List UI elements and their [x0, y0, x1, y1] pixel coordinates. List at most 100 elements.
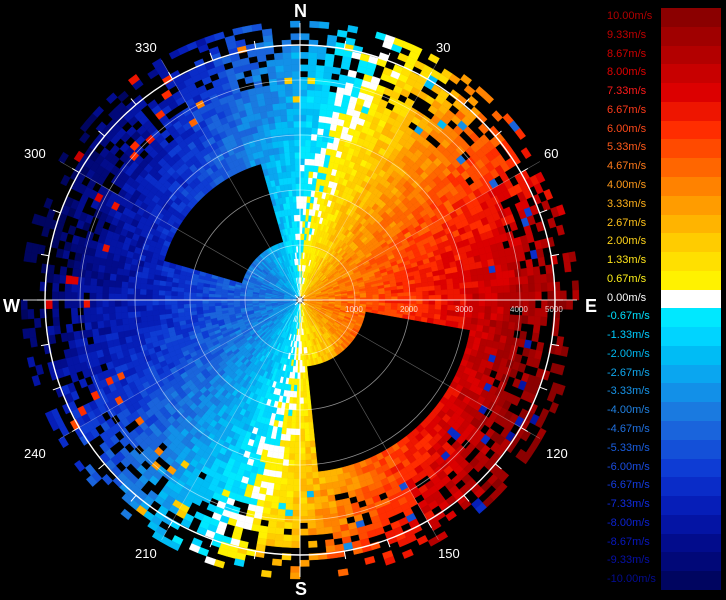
azimuth-tick: [551, 343, 560, 347]
legend-label: -1.33m/s: [607, 329, 650, 342]
range-label: 5000: [545, 305, 563, 314]
bearing-label-30: 30: [436, 40, 451, 55]
legend-label-backdrop: [605, 364, 661, 384]
legend-label: 7.33m/s: [607, 85, 647, 98]
range-label: 3000: [455, 305, 473, 314]
legend-label-backdrop: [605, 496, 661, 515]
azimuth-tick: [463, 495, 470, 502]
azimuth-tick: [40, 343, 49, 347]
legend-row: -4.67m/s: [605, 421, 721, 441]
azimuth-tick: [343, 40, 347, 49]
azimuth-spoke: [299, 299, 541, 439]
legend-label: -3.33m/s: [607, 385, 650, 398]
bearing-label-210: 210: [135, 546, 157, 561]
legend-label: -5.33m/s: [607, 441, 650, 454]
legend-label-backdrop: [605, 421, 661, 440]
legend-label: 0.67m/s: [607, 272, 647, 285]
azimuth-tick: [130, 495, 137, 502]
legend-row: -6.00m/s: [605, 458, 721, 478]
legend-row: -8.67m/s: [605, 533, 721, 553]
legend-label-backdrop: [605, 195, 661, 215]
range-labels: 1000 2000 3000 4000 5000: [345, 305, 563, 314]
legend-label-backdrop: [605, 552, 661, 572]
legend-label-backdrop: [605, 270, 661, 290]
legend-label-backdrop: [605, 139, 661, 159]
legend-row: -1.33m/s: [605, 327, 721, 347]
azimuth-tick: [520, 168, 529, 173]
azimuth-tick: [495, 130, 502, 137]
azimuth-tick: [427, 71, 432, 80]
azimuth-tick: [209, 52, 214, 61]
legend-label-backdrop: [605, 458, 661, 478]
legend-row: 0.67m/s: [605, 270, 721, 291]
legend-label: -9.33m/s: [607, 554, 650, 567]
legend-label-backdrop: [605, 158, 661, 177]
legend-label: 6.67m/s: [607, 103, 647, 116]
compass-west-label: W: [3, 296, 20, 316]
legend-label: -0.67m/s: [607, 310, 650, 323]
azimuth-tick: [495, 463, 502, 470]
azimuth-tick: [463, 98, 470, 105]
azimuth-tick: [209, 539, 214, 548]
azimuth-tick: [52, 209, 61, 214]
azimuth-spoke: [161, 59, 301, 301]
azimuth-spoke: [299, 59, 439, 301]
legend-label: 4.00m/s: [607, 178, 647, 191]
radar-ppi-display: 1000 2000 3000 4000 5000: [20, 20, 580, 580]
azimuth-tick: [539, 386, 548, 391]
legend-row: 2.67m/s: [605, 214, 721, 234]
legend-label-backdrop: [605, 233, 661, 253]
azimuth-spoke: [161, 299, 301, 541]
legend-row: -10.00m/s: [605, 571, 721, 591]
azimuth-tick: [386, 539, 391, 548]
legend-label-backdrop: [605, 45, 661, 65]
legend-row: 10.00m/s: [605, 8, 721, 28]
azimuth-spoke: [299, 299, 439, 541]
legend-row: 4.00m/s: [605, 176, 721, 197]
legend-label-backdrop: [605, 533, 661, 553]
legend-label: -10.00m/s: [607, 573, 656, 586]
legend-row: -7.33m/s: [605, 496, 721, 516]
legend-label-backdrop: [605, 439, 661, 459]
legend-row: -2.00m/s: [605, 345, 721, 366]
legend-label: 8.00m/s: [607, 66, 647, 79]
azimuth-tick: [71, 168, 80, 173]
azimuth-tick: [168, 520, 173, 529]
legend-label-backdrop: [605, 477, 661, 497]
bearing-label-240: 240: [24, 446, 46, 461]
legend-label-backdrop: [605, 345, 661, 365]
legend-row: 6.00m/s: [605, 120, 721, 140]
range-label: 1000: [345, 305, 363, 314]
compass-south-label: S: [295, 579, 308, 599]
radar-origin-marker: [293, 293, 307, 307]
azimuth-tick: [40, 253, 49, 257]
azimuth-ticks: [37, 37, 563, 563]
azimuth-spoke: [299, 161, 541, 301]
legend-row: 5.33m/s: [605, 139, 721, 159]
legend-label: 4.67m/s: [607, 160, 647, 173]
legend-label-backdrop: [605, 26, 661, 46]
legend-label-backdrop: [605, 402, 661, 422]
legend-label: 9.33m/s: [607, 28, 647, 41]
legend-label-backdrop: [605, 514, 661, 534]
bearing-label-120: 120: [546, 446, 568, 461]
bearing-label-60: 60: [544, 146, 559, 161]
legend-row: -2.67m/s: [605, 364, 721, 384]
legend-label: 8.67m/s: [607, 47, 647, 60]
legend-row: 1.33m/s: [605, 252, 721, 272]
azimuth-tick: [98, 463, 105, 470]
azimuth-tick: [52, 386, 61, 391]
legend-label: 2.67m/s: [607, 216, 647, 229]
compass-north-label: N: [294, 1, 307, 21]
legend-label: 0.00m/s: [607, 291, 647, 304]
legend-row: 7.33m/s: [605, 83, 721, 103]
legend-label-backdrop: [605, 120, 661, 140]
legend-label-backdrop: [605, 214, 661, 234]
legend-row: -3.33m/s: [605, 383, 721, 403]
range-label: 4000: [510, 305, 528, 314]
azimuth-tick: [130, 98, 137, 105]
compass-east-label: E: [585, 296, 598, 316]
legend-label-backdrop: [605, 327, 661, 346]
legend-label-backdrop: [605, 252, 661, 271]
range-label: 2000: [400, 305, 418, 314]
